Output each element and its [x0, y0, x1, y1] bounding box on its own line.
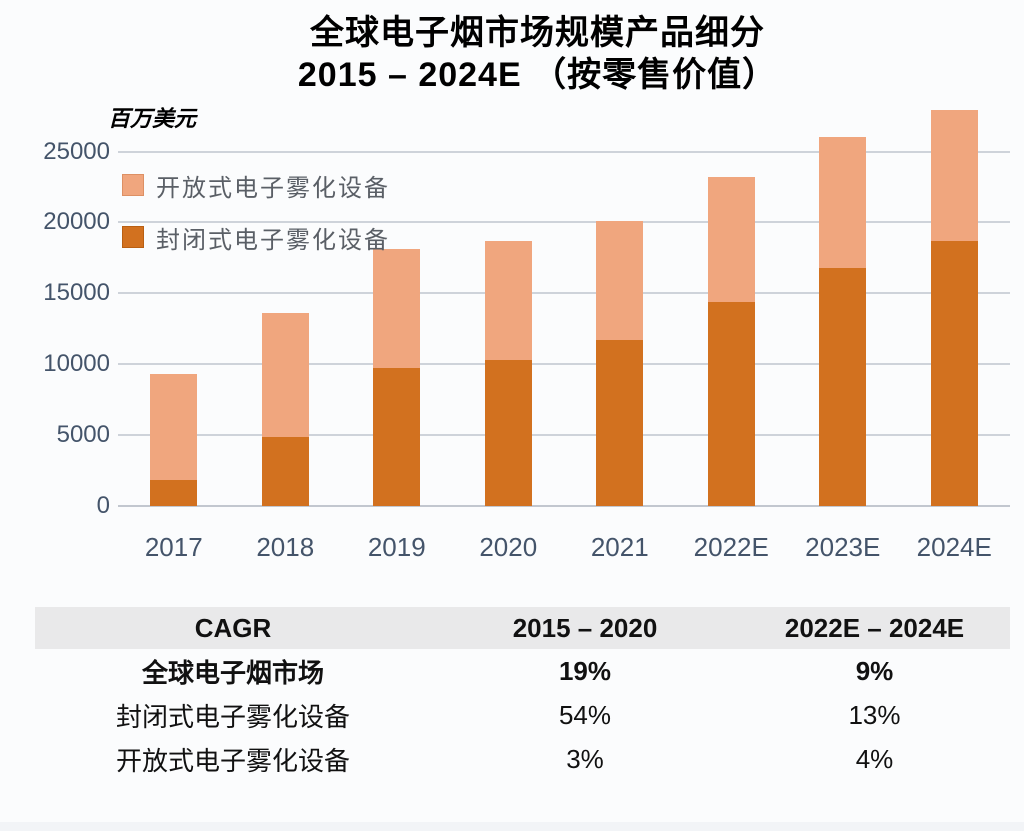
x-tick-label-2020: 2020 — [479, 532, 538, 562]
bar-2024E-open-segment — [930, 110, 978, 241]
y-axis-unit-label: 百万美元 — [108, 106, 197, 131]
table-row-global-cagr-2022-2024: 9% — [855, 655, 894, 686]
x-tick-label-2022E: 2022E — [693, 532, 769, 562]
chart-legend: 开放式电子雾化设备 封闭式电子雾化设备 — [122, 172, 390, 276]
table-row-closed-cagr-2022-2024: 13% — [848, 699, 901, 730]
y-tick-label-20000: 20000 — [43, 208, 110, 236]
gridline-15000 — [118, 292, 1010, 295]
bar-2021-open-segment — [596, 220, 644, 341]
bar-2022E-closed-segment — [707, 301, 755, 506]
gridline-25000 — [118, 150, 1010, 153]
table-row-global-cagr-2015-2020: 19% — [558, 655, 612, 686]
chart-title-line2: 2015 – 2024E （按零售价值） — [297, 56, 778, 94]
bar-2017-open-segment — [150, 374, 198, 481]
x-tick-label-2018: 2018 — [256, 532, 315, 562]
bar-2023E-open-segment — [819, 137, 867, 268]
stacked-bar-chart: 0 5000 10000 15000 20000 25000 2017 2018 2019 202… — [43, 110, 1010, 562]
bar-2018-closed-segment — [261, 436, 309, 506]
legend-swatch-open-icon — [122, 174, 144, 196]
bar-2018-open-segment — [261, 313, 309, 437]
table-row-closed-cagr-2015-2020: 54% — [558, 699, 612, 730]
gridline-5000 — [118, 434, 1010, 437]
x-tick-label-2021: 2021 — [590, 532, 649, 562]
y-tick-label-0: 0 — [96, 492, 110, 519]
gridline-20000 — [118, 221, 1010, 224]
gridline-10000 — [118, 363, 1010, 366]
page-bottom-strip — [0, 822, 1024, 831]
x-tick-label-2024E: 2024E — [916, 532, 992, 562]
y-tick-label-10000: 10000 — [43, 350, 110, 378]
legend-item-closed-system: 封闭式电子雾化设备 — [122, 224, 390, 254]
bar-2017-closed-segment — [150, 480, 198, 506]
legend-item-open-system: 开放式电子雾化设备 — [122, 172, 390, 202]
bar-2020-open-segment — [484, 240, 532, 360]
table-row-label-closed-system: 封闭式电子雾化设备 — [115, 701, 350, 732]
legend-label-open: 开放式电子雾化设备 — [156, 174, 390, 202]
bar-2022E-open-segment — [707, 177, 755, 302]
cagr-table-header-metric: CAGR — [35, 607, 431, 649]
table-row-open-cagr-2022-2024: 4% — [855, 743, 894, 774]
bar-2021-closed-segment — [596, 340, 644, 506]
bar-2019-open-segment — [373, 249, 421, 369]
cagr-table: CAGR 2015 – 2020 2022E – 2024E 全球电子烟市场 1… — [35, 607, 1010, 781]
bar-2024E-closed-segment — [930, 240, 978, 506]
bar-2023E-closed-segment — [819, 267, 867, 506]
x-axis-line — [118, 505, 1010, 507]
x-tick-label-2019: 2019 — [367, 532, 426, 562]
legend-label-closed: 封闭式电子雾化设备 — [156, 226, 390, 254]
x-tick-label-2023E: 2023E — [805, 532, 881, 562]
chart-title: 全球电子烟市场规模产品细分 2015 – 2024E （按零售价值） — [50, 12, 1024, 96]
bar-2020-closed-segment — [484, 359, 532, 506]
legend-swatch-closed-icon — [122, 226, 144, 248]
cagr-table-header-period-1: 2015 – 2020 — [431, 607, 739, 649]
table-row-label-global-market: 全球电子烟市场 — [141, 657, 324, 688]
table-row-label-open-system: 开放式电子雾化设备 — [115, 745, 350, 776]
y-tick-label-15000: 15000 — [43, 279, 110, 307]
cagr-table-header-period-2: 2022E – 2024E — [739, 607, 1010, 649]
chart-title-line1: 全球电子烟市场规模产品细分 — [310, 14, 765, 52]
y-tick-label-5000: 5000 — [56, 421, 110, 449]
y-tick-label-25000: 25000 — [43, 137, 110, 165]
x-tick-label-2017: 2017 — [144, 532, 203, 562]
bar-2019-closed-segment — [373, 368, 421, 506]
table-row-open-cagr-2015-2020: 3% — [566, 743, 604, 774]
